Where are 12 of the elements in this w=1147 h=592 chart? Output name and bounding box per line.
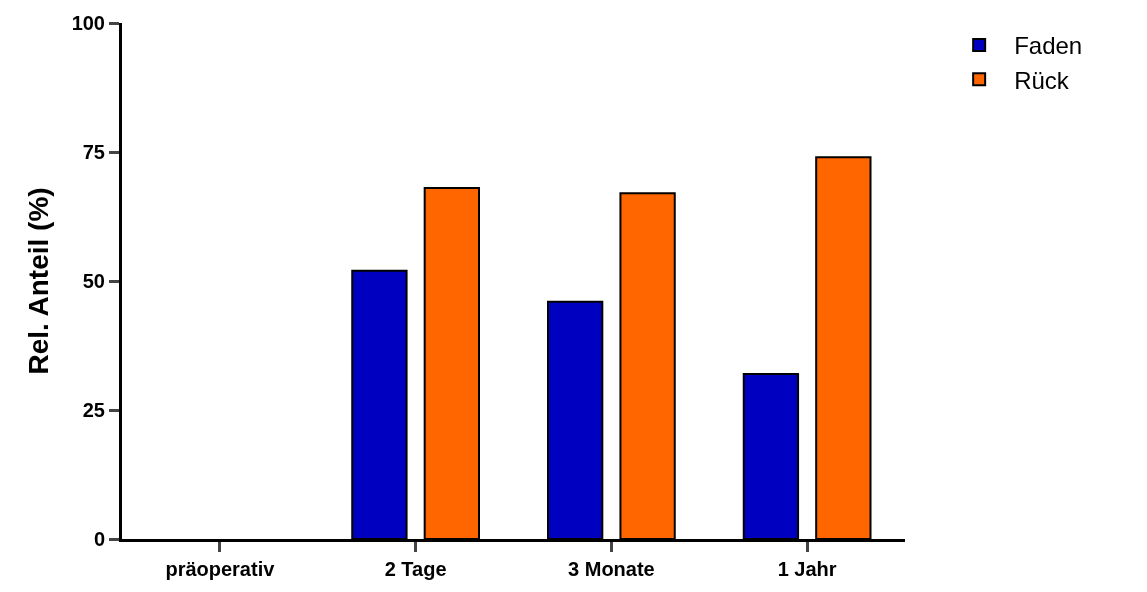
y-tick-label: 25 [82, 399, 105, 421]
legend-label: Rück [1014, 66, 1070, 94]
y-axis-title: Rel. Anteil (%) [23, 187, 55, 375]
y-tick-label: 50 [82, 270, 105, 292]
x-tick-label: 1 Jahr [777, 558, 837, 580]
y-tick-label: 0 [93, 528, 105, 550]
x-tick-label: 2 Tage [384, 558, 447, 580]
y-tick-label: 100 [71, 12, 105, 34]
legend-label: Faden [1014, 32, 1083, 60]
y-tick-label: 75 [82, 141, 105, 163]
x-tick-label: präoperativ [165, 558, 276, 580]
x-tick-label: 3 Monate [568, 558, 655, 580]
